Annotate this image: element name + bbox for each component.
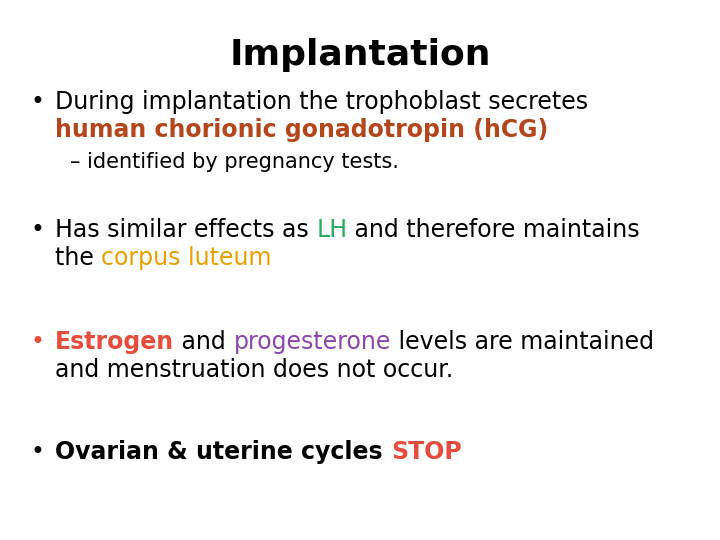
Text: levels are maintained: levels are maintained: [391, 330, 654, 354]
Text: progesterone: progesterone: [233, 330, 391, 354]
Text: the: the: [55, 246, 102, 270]
Text: Has similar effects as: Has similar effects as: [55, 218, 316, 242]
Text: Ovarian & uterine cycles: Ovarian & uterine cycles: [55, 440, 391, 464]
Text: •: •: [30, 218, 44, 242]
Text: human chorionic gonadotropin (hCG): human chorionic gonadotropin (hCG): [55, 118, 548, 142]
Text: •: •: [30, 90, 44, 114]
Text: •: •: [30, 440, 44, 464]
Text: STOP: STOP: [391, 440, 462, 464]
Text: Implantation: Implantation: [229, 38, 491, 72]
Text: and: and: [174, 330, 233, 354]
Text: corpus luteum: corpus luteum: [102, 246, 272, 270]
Text: and menstruation does not occur.: and menstruation does not occur.: [55, 358, 454, 382]
Text: •: •: [30, 330, 44, 354]
Text: Estrogen: Estrogen: [55, 330, 174, 354]
Text: During implantation the trophoblast secretes: During implantation the trophoblast secr…: [55, 90, 595, 114]
Text: LH: LH: [316, 218, 347, 242]
Text: and therefore maintains: and therefore maintains: [347, 218, 640, 242]
Text: – identified by pregnancy tests.: – identified by pregnancy tests.: [70, 152, 399, 172]
